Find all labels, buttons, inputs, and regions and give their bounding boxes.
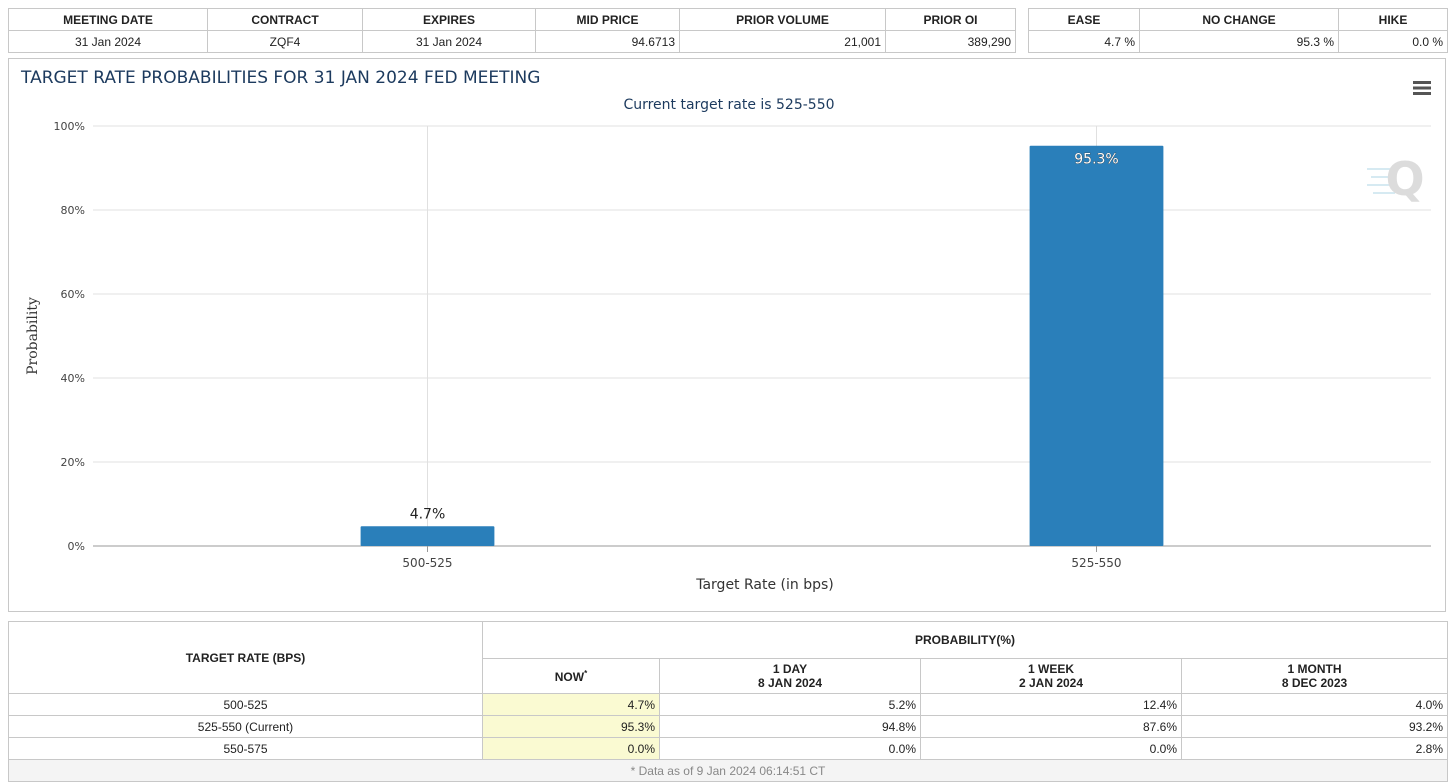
- table-row: 525-550 (Current) 95.3% 94.8% 87.6% 93.2…: [8, 715, 1448, 738]
- col-now-label: NOW: [554, 669, 585, 684]
- header-expires: EXPIRES: [362, 8, 536, 31]
- chart-subtitle: Current target rate is 525-550: [623, 97, 834, 113]
- col-1month-header: 1 MONTH 8 DEC 2023: [1181, 658, 1448, 694]
- probability-table: TARGET RATE (BPS) PROBABILITY(%) NOW* 1 …: [8, 621, 1448, 782]
- 1week-value: 0.0%: [920, 737, 1182, 760]
- rate-525-550: 525-550 (Current): [8, 715, 483, 738]
- y-tick-label: 60%: [61, 288, 85, 301]
- rate-550-575: 550-575: [8, 737, 483, 760]
- contract-table: MEETING DATE CONTRACT EXPIRES MID PRICE …: [8, 8, 1016, 53]
- y-tick-label: 0%: [68, 540, 85, 553]
- header-ease: EASE: [1028, 8, 1140, 31]
- bar-525-550[interactable]: [1029, 145, 1164, 546]
- q-logo-icon: Q: [1367, 152, 1425, 206]
- meeting-date-value: 31 Jan 2024: [8, 30, 208, 53]
- col-1day-date: 8 JAN 2024: [757, 676, 823, 690]
- col-now-asterisk: *: [584, 668, 588, 678]
- x-tick-label: 500-525: [402, 556, 452, 570]
- data-label: 95.3%: [1074, 152, 1118, 168]
- no-change-value: 95.3 %: [1139, 30, 1339, 53]
- contract-value: ZQF4: [207, 30, 363, 53]
- summary-table: EASE NO CHANGE HIKE 4.7 % 95.3 % 0.0 %: [1028, 8, 1448, 53]
- probability-group-header: PROBABILITY(%): [482, 621, 1448, 659]
- contract-header-row: MEETING DATE CONTRACT EXPIRES MID PRICE …: [8, 8, 1016, 31]
- target-rate-header: TARGET RATE (BPS): [8, 621, 483, 694]
- y-tick-label: 80%: [61, 204, 85, 217]
- probability-column-header-row: NOW* 1 DAY 8 JAN 2024 1 WEEK 2 JAN 2024 …: [9, 658, 1448, 694]
- x-axis-ticks: 500-525 525-550: [402, 546, 1122, 570]
- y-axis-label: Probability: [25, 297, 41, 375]
- mid-price-value: 94.6713: [535, 30, 680, 53]
- col-now-header: NOW*: [482, 658, 660, 694]
- col-1week-label: 1 WEEK: [1027, 662, 1074, 676]
- probability-group-header-row: TARGET RATE (BPS) PROBABILITY(%): [8, 621, 1448, 694]
- header-prior-volume: PRIOR VOLUME: [679, 8, 886, 31]
- header-hike: HIKE: [1338, 8, 1448, 31]
- header-prior-oi: PRIOR OI: [885, 8, 1016, 31]
- header-meeting-date: MEETING DATE: [8, 8, 208, 31]
- now-value: 4.7%: [482, 693, 660, 716]
- x-tick-label: 525-550: [1071, 556, 1121, 570]
- 1day-value: 5.2%: [659, 693, 921, 716]
- 1week-value: 12.4%: [920, 693, 1182, 716]
- col-1day-label: 1 DAY: [772, 662, 808, 676]
- expires-value: 31 Jan 2024: [362, 30, 536, 53]
- col-1month-date: 8 DEC 2023: [1281, 676, 1348, 690]
- grid-layer: [93, 125, 1431, 547]
- bar-layer: 4.7% 95.3%: [360, 145, 1164, 546]
- y-axis-ticks: 0% 20% 40% 60% 80% 100%: [54, 120, 85, 553]
- table-row: 550-575 0.0% 0.0% 0.0% 2.8%: [8, 737, 1448, 760]
- header-mid-price: MID PRICE: [535, 8, 680, 31]
- header-contract: CONTRACT: [207, 8, 363, 31]
- y-tick-label: 20%: [61, 456, 85, 469]
- header-no-change: NO CHANGE: [1139, 8, 1339, 31]
- now-value: 0.0%: [482, 737, 660, 760]
- col-1day-header: 1 DAY 8 JAN 2024: [659, 658, 921, 694]
- contract-data-row: 31 Jan 2024 ZQF4 31 Jan 2024 94.6713 21,…: [8, 30, 1016, 53]
- summary-data-row: 4.7 % 95.3 % 0.0 %: [1028, 30, 1448, 53]
- probability-chart: TARGET RATE PROBABILITIES FOR 31 JAN 202…: [20, 68, 1433, 593]
- y-tick-label: 40%: [61, 372, 85, 385]
- y-tick-label: 100%: [54, 120, 85, 133]
- data-label: 4.7%: [410, 506, 446, 522]
- x-axis-label: Target Rate (in bps): [695, 577, 834, 593]
- hike-value: 0.0 %: [1338, 30, 1448, 53]
- col-1week-header: 1 WEEK 2 JAN 2024: [920, 658, 1182, 694]
- 1day-value: 0.0%: [659, 737, 921, 760]
- now-value: 95.3%: [482, 715, 660, 738]
- col-1month-label: 1 MONTH: [1287, 662, 1342, 676]
- 1month-value: 93.2%: [1181, 715, 1448, 738]
- bar-500-525[interactable]: [360, 526, 495, 546]
- prior-volume-value: 21,001: [679, 30, 886, 53]
- table-row: 500-525 4.7% 5.2% 12.4% 4.0%: [8, 693, 1448, 716]
- ease-value: 4.7 %: [1028, 30, 1140, 53]
- 1week-value: 87.6%: [920, 715, 1182, 738]
- footnote-row: * Data as of 9 Jan 2024 06:14:51 CT: [8, 759, 1448, 782]
- 1month-value: 4.0%: [1181, 693, 1448, 716]
- chart-panel: TARGET RATE PROBABILITIES FOR 31 JAN 202…: [8, 58, 1446, 612]
- col-1week-date: 2 JAN 2024: [1018, 676, 1084, 690]
- 1month-value: 2.8%: [1181, 737, 1448, 760]
- 1day-value: 94.8%: [659, 715, 921, 738]
- prior-oi-value: 389,290: [885, 30, 1016, 53]
- hamburger-menu-icon[interactable]: [1411, 79, 1433, 97]
- rate-500-525: 500-525: [8, 693, 483, 716]
- summary-header-row: EASE NO CHANGE HIKE: [1028, 8, 1448, 31]
- chart-title: TARGET RATE PROBABILITIES FOR 31 JAN 202…: [20, 68, 540, 88]
- svg-text:Q: Q: [1385, 152, 1424, 206]
- data-timestamp-footnote: * Data as of 9 Jan 2024 06:14:51 CT: [8, 759, 1448, 782]
